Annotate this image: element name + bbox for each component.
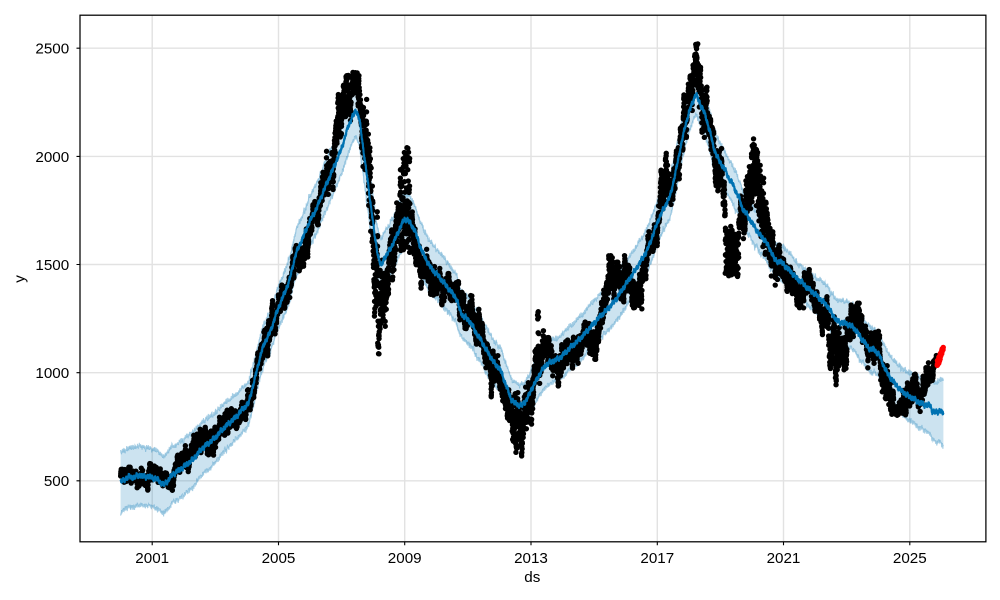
svg-text:2013: 2013 [514,550,548,567]
svg-text:2005: 2005 [262,550,296,567]
svg-text:2021: 2021 [767,550,801,567]
svg-text:2025: 2025 [893,550,927,567]
svg-text:2001: 2001 [135,550,169,567]
svg-text:2000: 2000 [35,149,69,166]
svg-text:500: 500 [44,473,69,490]
svg-text:ds: ds [524,569,540,586]
svg-text:y: y [11,275,28,283]
svg-text:1500: 1500 [35,257,69,274]
svg-text:2009: 2009 [388,550,422,567]
svg-text:2500: 2500 [35,41,69,58]
svg-text:2017: 2017 [640,550,674,567]
svg-text:1000: 1000 [35,365,69,382]
